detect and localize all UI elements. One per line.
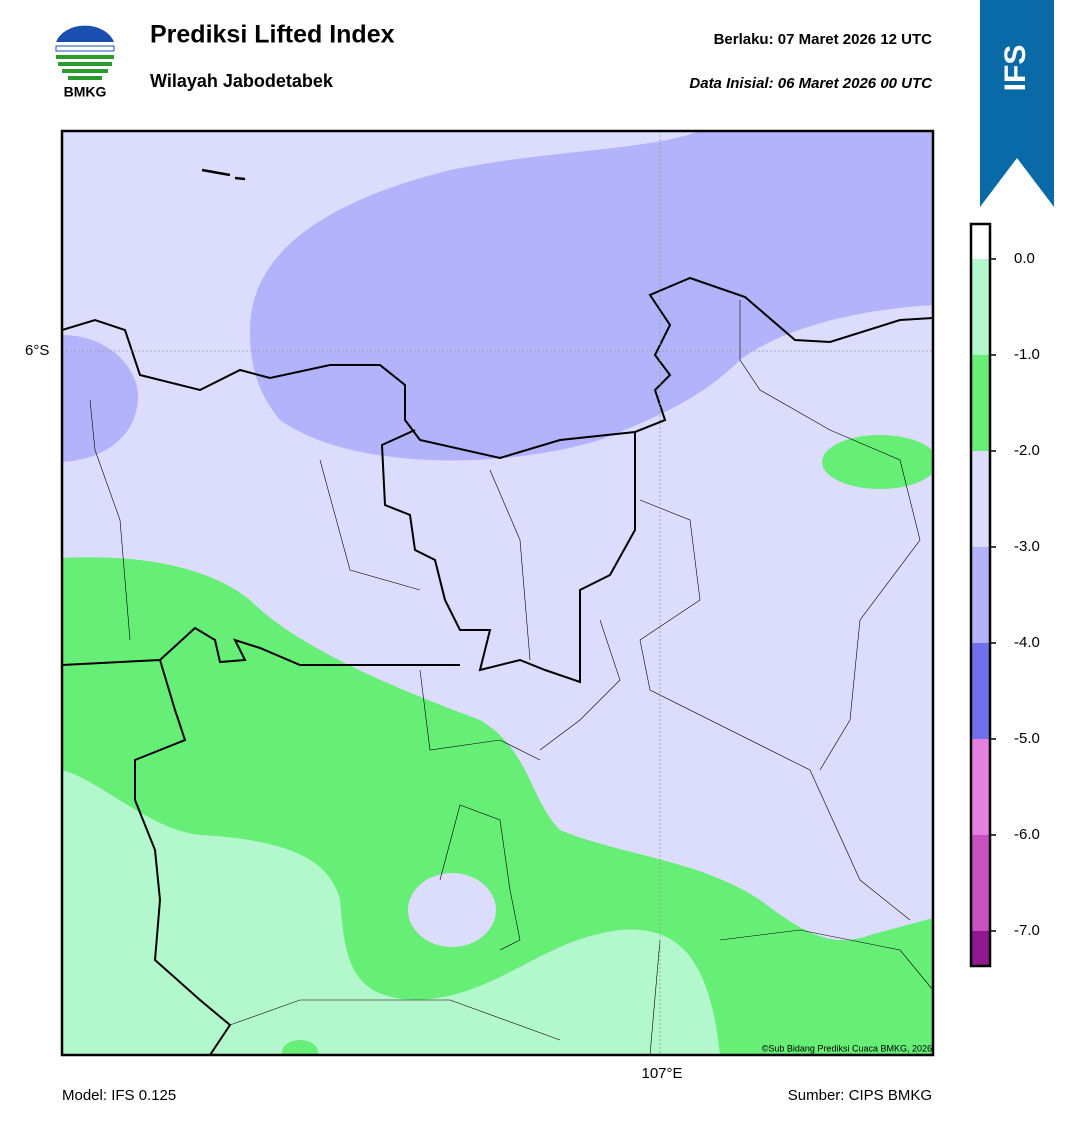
subtitle: Wilayah Jabodetabek bbox=[150, 71, 334, 91]
colorbar-tick-label: -7.0 bbox=[1014, 922, 1040, 939]
colorbar-segment bbox=[971, 643, 990, 739]
lon-label: 107°E bbox=[641, 1065, 682, 1082]
init-time: Data Inisial: 06 Maret 2026 00 UTC bbox=[689, 75, 933, 92]
colorbar-segment bbox=[971, 224, 990, 259]
colorbar-tick-label: -3.0 bbox=[1014, 538, 1040, 555]
badge-text: IFS bbox=[999, 45, 1032, 92]
colorbar-segment bbox=[971, 739, 990, 835]
colorbar-segment bbox=[971, 835, 990, 931]
colorbar-segment bbox=[971, 451, 990, 547]
logo-text: BMKG bbox=[64, 84, 107, 100]
colorbar: 0.0 -1.0 -2.0 -3.0 -4.0 -5.0 -6.0 -7.0 bbox=[969, 222, 1040, 968]
colorbar-segment bbox=[971, 931, 990, 966]
source-label: Sumber: CIPS BMKG bbox=[788, 1087, 932, 1104]
colorbar-segment bbox=[971, 259, 990, 355]
colorbar-segment bbox=[971, 547, 990, 643]
map-frame bbox=[60, 129, 935, 1057]
colorbar-tick-label: -6.0 bbox=[1014, 826, 1040, 843]
valid-time: Berlaku: 07 Maret 2026 12 UTC bbox=[714, 31, 933, 48]
lat-label: 6°S bbox=[25, 342, 49, 359]
bmkg-logo: BMKG bbox=[55, 25, 115, 100]
colorbar-tick-label: -5.0 bbox=[1014, 730, 1040, 747]
colorbar-tick-label: -4.0 bbox=[1014, 634, 1040, 651]
copyright: ©Sub Bidang Prediksi Cuaca BMKG, 2026 bbox=[762, 1043, 932, 1053]
colorbar-segment bbox=[971, 355, 990, 451]
colorbar-tick-label: 0.0 bbox=[1014, 250, 1035, 267]
colorbar-tick-label: -1.0 bbox=[1014, 346, 1040, 363]
model-label: Model: IFS 0.125 bbox=[62, 1087, 176, 1104]
colorbar-frame bbox=[969, 222, 992, 968]
map bbox=[62, 131, 933, 1055]
colorbar-tick-label: -2.0 bbox=[1014, 442, 1040, 459]
ifs-badge bbox=[980, 0, 1054, 207]
title: Prediksi Lifted Index bbox=[150, 21, 395, 49]
